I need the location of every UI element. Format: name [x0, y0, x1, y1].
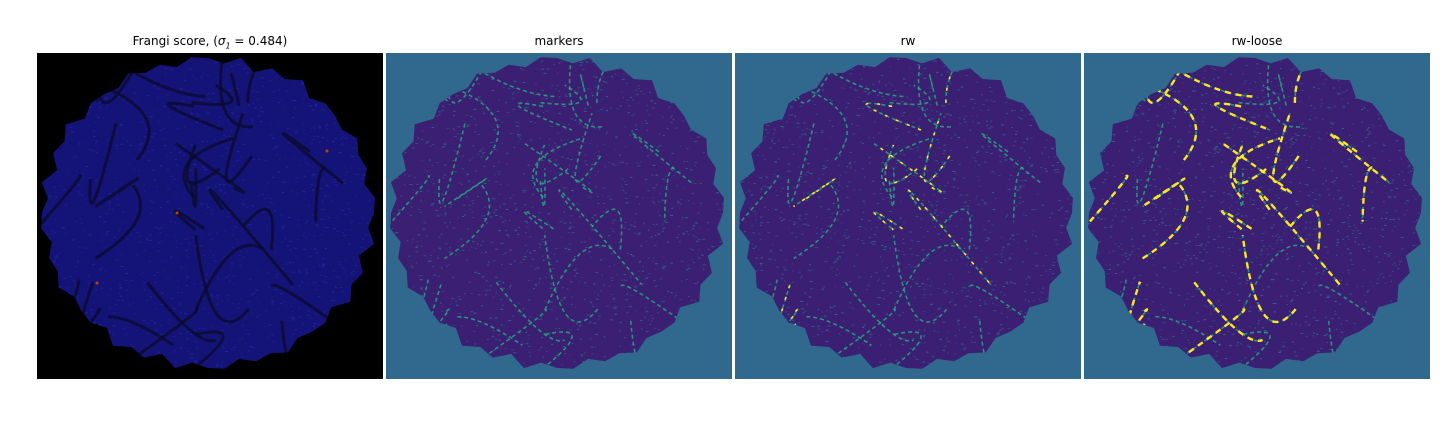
rw-loose-image	[1084, 53, 1430, 379]
frangi-score-image	[37, 53, 383, 379]
markers-image	[386, 53, 732, 379]
panel-title-rw: rw	[735, 34, 1081, 48]
high-score-point	[96, 282, 99, 285]
high-score-point	[326, 150, 329, 153]
panel-title-frangi: Frangi score, (σ1 = 0.484)	[37, 34, 383, 50]
rw-image	[735, 53, 1081, 379]
panel-title-markers: markers	[386, 34, 732, 48]
high-score-point	[176, 212, 179, 215]
panel-title-rw-loose: rw-loose	[1084, 34, 1430, 48]
